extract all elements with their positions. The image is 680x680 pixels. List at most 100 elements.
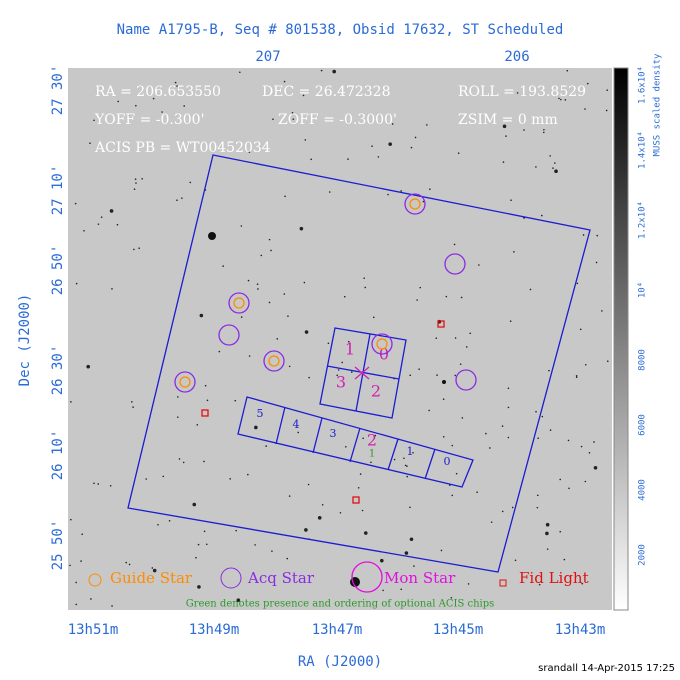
star bbox=[75, 603, 78, 606]
chip-label: 2 bbox=[371, 382, 381, 401]
star bbox=[75, 282, 78, 285]
star bbox=[125, 561, 128, 564]
star bbox=[234, 399, 237, 402]
star bbox=[560, 98, 562, 101]
star bbox=[584, 480, 587, 483]
chip-edge bbox=[275, 406, 286, 445]
fov bbox=[127, 154, 591, 573]
star bbox=[374, 434, 377, 437]
i-array bbox=[319, 327, 407, 419]
star bbox=[372, 316, 375, 319]
star bbox=[364, 286, 367, 289]
star bbox=[400, 190, 402, 192]
star bbox=[86, 364, 91, 369]
star bbox=[538, 583, 541, 586]
star bbox=[205, 543, 208, 546]
star bbox=[109, 485, 112, 487]
star bbox=[582, 234, 585, 236]
chip-label: 0 bbox=[444, 455, 451, 468]
star bbox=[240, 225, 243, 227]
star bbox=[116, 223, 119, 226]
star bbox=[413, 565, 415, 567]
star bbox=[513, 251, 515, 253]
star bbox=[554, 162, 556, 164]
star bbox=[127, 114, 130, 117]
star bbox=[308, 376, 310, 379]
star bbox=[350, 371, 353, 373]
star bbox=[414, 136, 417, 139]
star bbox=[469, 332, 472, 335]
colorbar bbox=[613, 67, 629, 611]
star bbox=[254, 425, 258, 430]
star bbox=[410, 146, 413, 149]
left-tick: 27 10' bbox=[50, 165, 66, 216]
colorbar-tick: 1.4x10⁴ bbox=[638, 131, 648, 169]
star bbox=[507, 406, 510, 409]
star bbox=[287, 315, 289, 317]
star bbox=[455, 472, 458, 475]
star bbox=[239, 71, 241, 74]
star bbox=[545, 522, 550, 527]
star bbox=[536, 494, 539, 497]
left-tick: 27 30' bbox=[50, 65, 66, 116]
star bbox=[404, 551, 409, 555]
star bbox=[183, 105, 185, 107]
note: Green denotes presence and ordering of o… bbox=[186, 599, 495, 610]
overlay: RA = 206.653550 DEC = 26.472328 ROLL = 1… bbox=[94, 84, 586, 156]
star bbox=[70, 518, 72, 521]
star bbox=[419, 286, 422, 289]
star bbox=[409, 374, 412, 377]
star bbox=[336, 374, 339, 377]
star bbox=[204, 384, 207, 387]
star bbox=[409, 537, 414, 542]
star bbox=[511, 506, 514, 509]
star bbox=[152, 97, 155, 100]
star bbox=[380, 558, 384, 563]
overlay-text: YOFF = -0.300' bbox=[94, 112, 204, 128]
star bbox=[535, 166, 537, 168]
overlay-text: RA = 206.653550 bbox=[95, 84, 221, 100]
star bbox=[476, 491, 478, 493]
optional-chip: 1 bbox=[369, 449, 375, 460]
overlay-text: DEC = 26.472328 bbox=[262, 84, 391, 100]
y-label: Dec (J2000) bbox=[17, 294, 33, 387]
colorbar-label: MUSS scaled density bbox=[653, 53, 663, 157]
star bbox=[208, 232, 216, 240]
acq-stars bbox=[174, 193, 477, 393]
star bbox=[563, 558, 566, 561]
star bbox=[151, 567, 154, 569]
star bbox=[89, 142, 91, 144]
sky-image bbox=[68, 68, 612, 610]
star bbox=[161, 111, 163, 113]
star bbox=[535, 410, 537, 413]
star bbox=[229, 478, 231, 480]
legend-label: Fid Light bbox=[519, 569, 589, 587]
star bbox=[502, 161, 505, 163]
star bbox=[291, 111, 294, 114]
top-tick: 207 bbox=[255, 49, 280, 65]
mon-star bbox=[351, 561, 383, 593]
star bbox=[75, 581, 77, 584]
star bbox=[182, 461, 185, 464]
star bbox=[192, 502, 197, 507]
star bbox=[206, 399, 209, 402]
star bbox=[248, 355, 251, 357]
star bbox=[347, 158, 349, 160]
star bbox=[317, 516, 322, 520]
star bbox=[478, 264, 480, 266]
title: Name A1795-B, Seq # 801538, Obsid 17632,… bbox=[117, 22, 564, 38]
star bbox=[575, 376, 578, 378]
star bbox=[461, 417, 464, 419]
star bbox=[240, 316, 243, 318]
star bbox=[454, 374, 457, 377]
star bbox=[406, 465, 408, 467]
star bbox=[548, 369, 550, 372]
star bbox=[391, 123, 394, 125]
bottom-tick: 13h51m bbox=[68, 622, 119, 638]
x-label: RA (J2000) bbox=[298, 654, 382, 670]
star bbox=[100, 216, 103, 218]
star bbox=[272, 118, 274, 120]
legend-symbol bbox=[88, 573, 102, 587]
legend-symbol bbox=[220, 567, 242, 589]
